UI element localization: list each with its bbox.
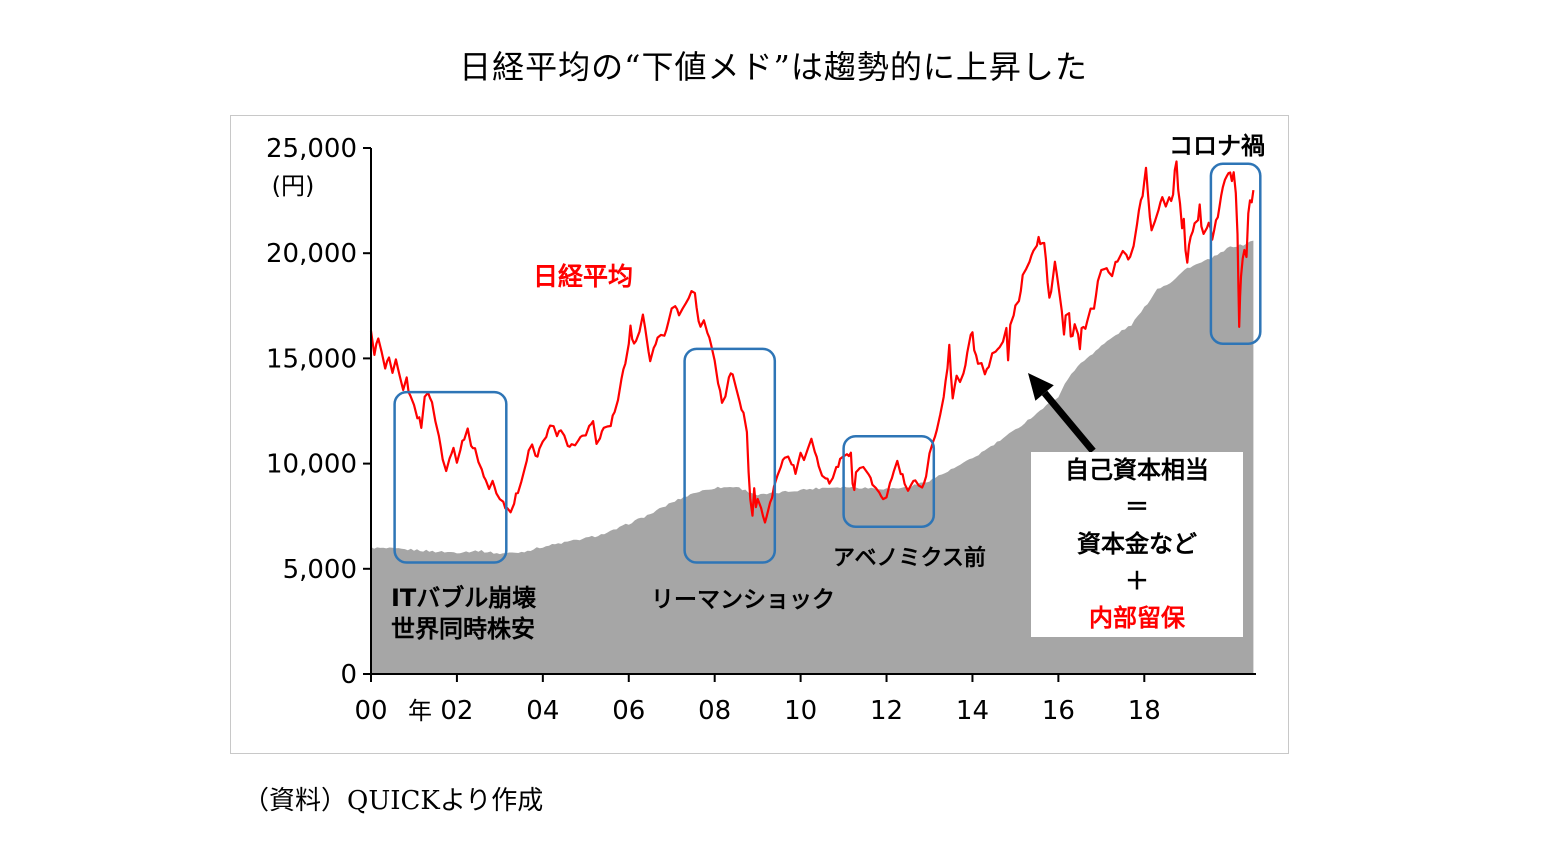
chart-title: 日経平均の“下値メド”は趨勢的に上昇した bbox=[459, 48, 1088, 86]
y-tick-label: 25,000 bbox=[266, 134, 357, 164]
x-tick-label: 10 bbox=[784, 696, 817, 726]
equity-note-plus-sign: ＋ bbox=[1125, 567, 1149, 595]
x-tick-label: 04 bbox=[526, 696, 559, 726]
equity-note-equals-sign: ＝ bbox=[1125, 493, 1149, 521]
y-tick-label: 0 bbox=[340, 660, 357, 690]
annotation-equity-note: 自己資本相当 ＝ 資本金など ＋ 内部留保 bbox=[1031, 452, 1243, 637]
nikkei-series-label: 日経平均 bbox=[533, 262, 634, 291]
arrow-head-icon bbox=[1028, 373, 1054, 401]
equity-note-line5: 内部留保 bbox=[1089, 604, 1185, 632]
chart-canvas: 0 5,000 10,000 15,000 20,000 25,000 00 02 04 06 08… bbox=[266, 134, 1262, 726]
source-note: （資料）QUICKより作成 bbox=[243, 786, 544, 816]
y-tick-label: 15,000 bbox=[266, 344, 357, 374]
y-tick-label: 20,000 bbox=[266, 239, 357, 269]
y-tick-label: 5,000 bbox=[283, 555, 357, 585]
annotation-lehman: リーマンショック bbox=[651, 587, 835, 613]
highlight-box bbox=[842, 434, 936, 528]
highlight-box bbox=[393, 390, 508, 564]
x-tick-label: 02 bbox=[440, 696, 473, 726]
annotation-it-bubble: ITバブル崩壊 世界同時株安 bbox=[391, 583, 536, 645]
x-tick-label: 06 bbox=[612, 696, 645, 726]
x-tick-label: 00 bbox=[354, 696, 387, 726]
annotation-it-bubble-line1: ITバブル崩壊 bbox=[391, 584, 537, 612]
x-tick-label: 08 bbox=[698, 696, 731, 726]
y-tick-label: 10,000 bbox=[266, 450, 357, 480]
equity-note-line1: 自己資本相当 bbox=[1065, 456, 1209, 484]
x-tick-label: 12 bbox=[870, 696, 903, 726]
x-tick-label: 14 bbox=[956, 696, 989, 726]
chart-frame: 0 5,000 10,000 15,000 20,000 25,000 00 02 04 06 08… bbox=[230, 115, 1289, 754]
x-tick-label: 16 bbox=[1042, 696, 1075, 726]
arrow-shaft bbox=[1041, 390, 1096, 454]
highlight-box bbox=[683, 347, 777, 564]
annotation-it-bubble-line2: 世界同時株安 bbox=[391, 615, 535, 643]
nikkei-line bbox=[369, 160, 1255, 524]
annotation-abenomics: アベノミクス前 bbox=[833, 546, 986, 571]
highlight-box bbox=[1209, 162, 1262, 345]
y-axis-unit-label: (円) bbox=[272, 172, 315, 200]
equity-note-line3: 資本金など bbox=[1077, 530, 1197, 558]
x-tick-label: 18 bbox=[1128, 696, 1161, 726]
x-axis-unit-label: 年 bbox=[408, 697, 432, 725]
annotation-corona: コロナ禍 bbox=[1169, 132, 1265, 160]
